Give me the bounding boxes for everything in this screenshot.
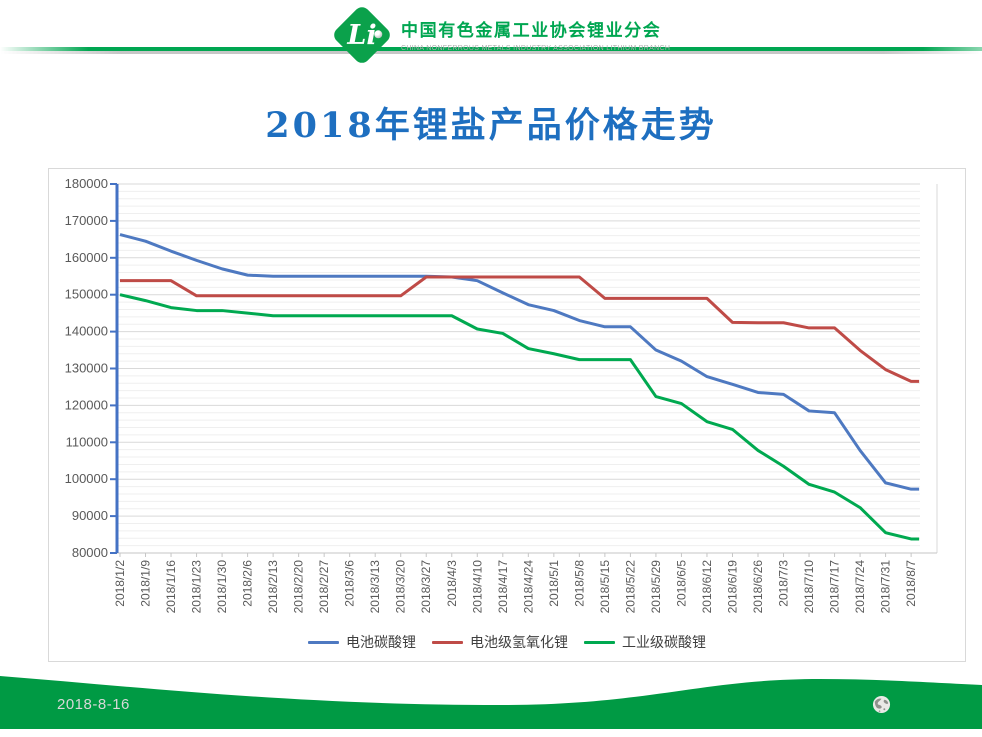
page-title: 2018年锂盐产品价格走势 [265, 105, 717, 146]
x-tick-label: 2018/1/2 [113, 560, 127, 607]
header-rule-shadow [0, 51, 982, 54]
x-tick-label: 2018/4/17 [496, 560, 510, 614]
x-tick-label: 2018/4/24 [521, 560, 535, 614]
x-tick-label: 2018/7/3 [777, 560, 791, 607]
x-tick-label: 2018/2/6 [241, 560, 255, 607]
legend-label: 电池碳酸锂 [346, 634, 416, 650]
x-tick-label: 2018/7/24 [853, 560, 867, 614]
legend-label: 电池级氢氧化锂 [470, 634, 568, 650]
legend-swatch-icon [308, 640, 339, 644]
header-green-rule [0, 47, 982, 51]
legend-item-2: 工业级碳酸锂 [584, 632, 706, 652]
price-chart-svg: 180000 170000 160000 150000 140000 130000 1200… [65, 176, 938, 614]
x-tick-label: 2018/1/9 [139, 560, 153, 607]
y-tick-label: 150000 [65, 287, 108, 302]
chart-legend: 电池碳酸锂 电池级氢氧化锂 工业级碳酸锂 [49, 632, 965, 652]
legend-swatch-icon [584, 640, 615, 644]
chart-frame: 180000 170000 160000 150000 140000 130000 1200… [48, 168, 966, 662]
x-tick-label: 2018/7/31 [879, 560, 893, 614]
y-tick-label: 90000 [72, 508, 108, 523]
org-name-english: CHINA NONFERROUS METALS INDUSTRY ASSOCIA… [401, 45, 671, 52]
org-name-block: 中国有色金属工业协会锂业分会 CHINA NONFERROUS METALS I… [401, 16, 701, 52]
y-tick-label: 100000 [65, 471, 108, 486]
x-tick-label: 2018/5/29 [649, 560, 663, 614]
x-tick-label: 2018/6/26 [751, 560, 765, 614]
y-tick-label: 180000 [65, 176, 108, 191]
lithium-branch-logo-icon: Li [330, 3, 394, 67]
y-tick-label: 160000 [65, 250, 108, 265]
logo-sphere-icon [374, 30, 383, 39]
y-tick-label: 130000 [65, 361, 108, 376]
x-tick-label: 2018/5/8 [572, 560, 586, 607]
y-tick-label: 120000 [65, 397, 108, 412]
x-tick-label: 2018/5/22 [623, 560, 637, 614]
x-tick-label: 2018/1/16 [164, 560, 178, 614]
series-line-1 [120, 275, 920, 383]
x-tick-label: 2018/5/15 [598, 560, 612, 614]
x-tick-label: 2018/7/10 [802, 560, 816, 614]
x-tick-label: 2018/7/17 [828, 560, 842, 614]
globe-icon [872, 695, 891, 714]
x-tick-label: 2018/2/20 [292, 560, 306, 614]
y-tick-label: 110000 [66, 434, 108, 449]
x-tick-label: 2018/1/30 [215, 560, 229, 614]
footer-wave-shape [0, 674, 982, 705]
x-tick-label: 2018/5/1 [547, 560, 561, 607]
x-tick-label: 2018/6/12 [700, 560, 714, 614]
y-tick-label: 170000 [65, 213, 108, 228]
x-tick-label: 2018/1/23 [190, 560, 204, 614]
y-tick-label: 80000 [72, 545, 108, 560]
x-tick-label: 2018/6/19 [725, 560, 739, 614]
org-name-chinese: 中国有色金属工业协会锂业分会 [401, 21, 662, 40]
x-tick-label: 2018/8/7 [904, 560, 918, 607]
x-tick-label: 2018/2/13 [266, 560, 280, 614]
footer-date: 2018-8-16 [57, 696, 130, 713]
x-tick-label: 2018/6/5 [674, 560, 688, 607]
legend-item-1: 电池级氢氧化锂 [432, 632, 568, 652]
x-tick-label: 2018/4/3 [445, 560, 459, 607]
x-tick-label: 2018/3/20 [394, 560, 408, 614]
legend-swatch-icon [432, 640, 463, 644]
header: Li 中国有色金属工业协会锂业分会 CHINA NONFERROUS METAL… [0, 0, 982, 70]
y-tick-label: 140000 [65, 324, 108, 339]
series-line-0 [119, 233, 920, 491]
x-tick-label: 2018/3/13 [368, 560, 382, 614]
series-line-2 [119, 293, 920, 541]
x-tick-label: 2018/3/27 [419, 560, 433, 614]
legend-item-0: 电池碳酸锂 [308, 632, 416, 652]
legend-label: 工业级碳酸锂 [622, 634, 706, 650]
x-tick-label: 2018/3/6 [343, 560, 357, 607]
x-tick-label: 2018/4/10 [470, 560, 484, 614]
x-tick-label: 2018/2/27 [317, 560, 331, 614]
